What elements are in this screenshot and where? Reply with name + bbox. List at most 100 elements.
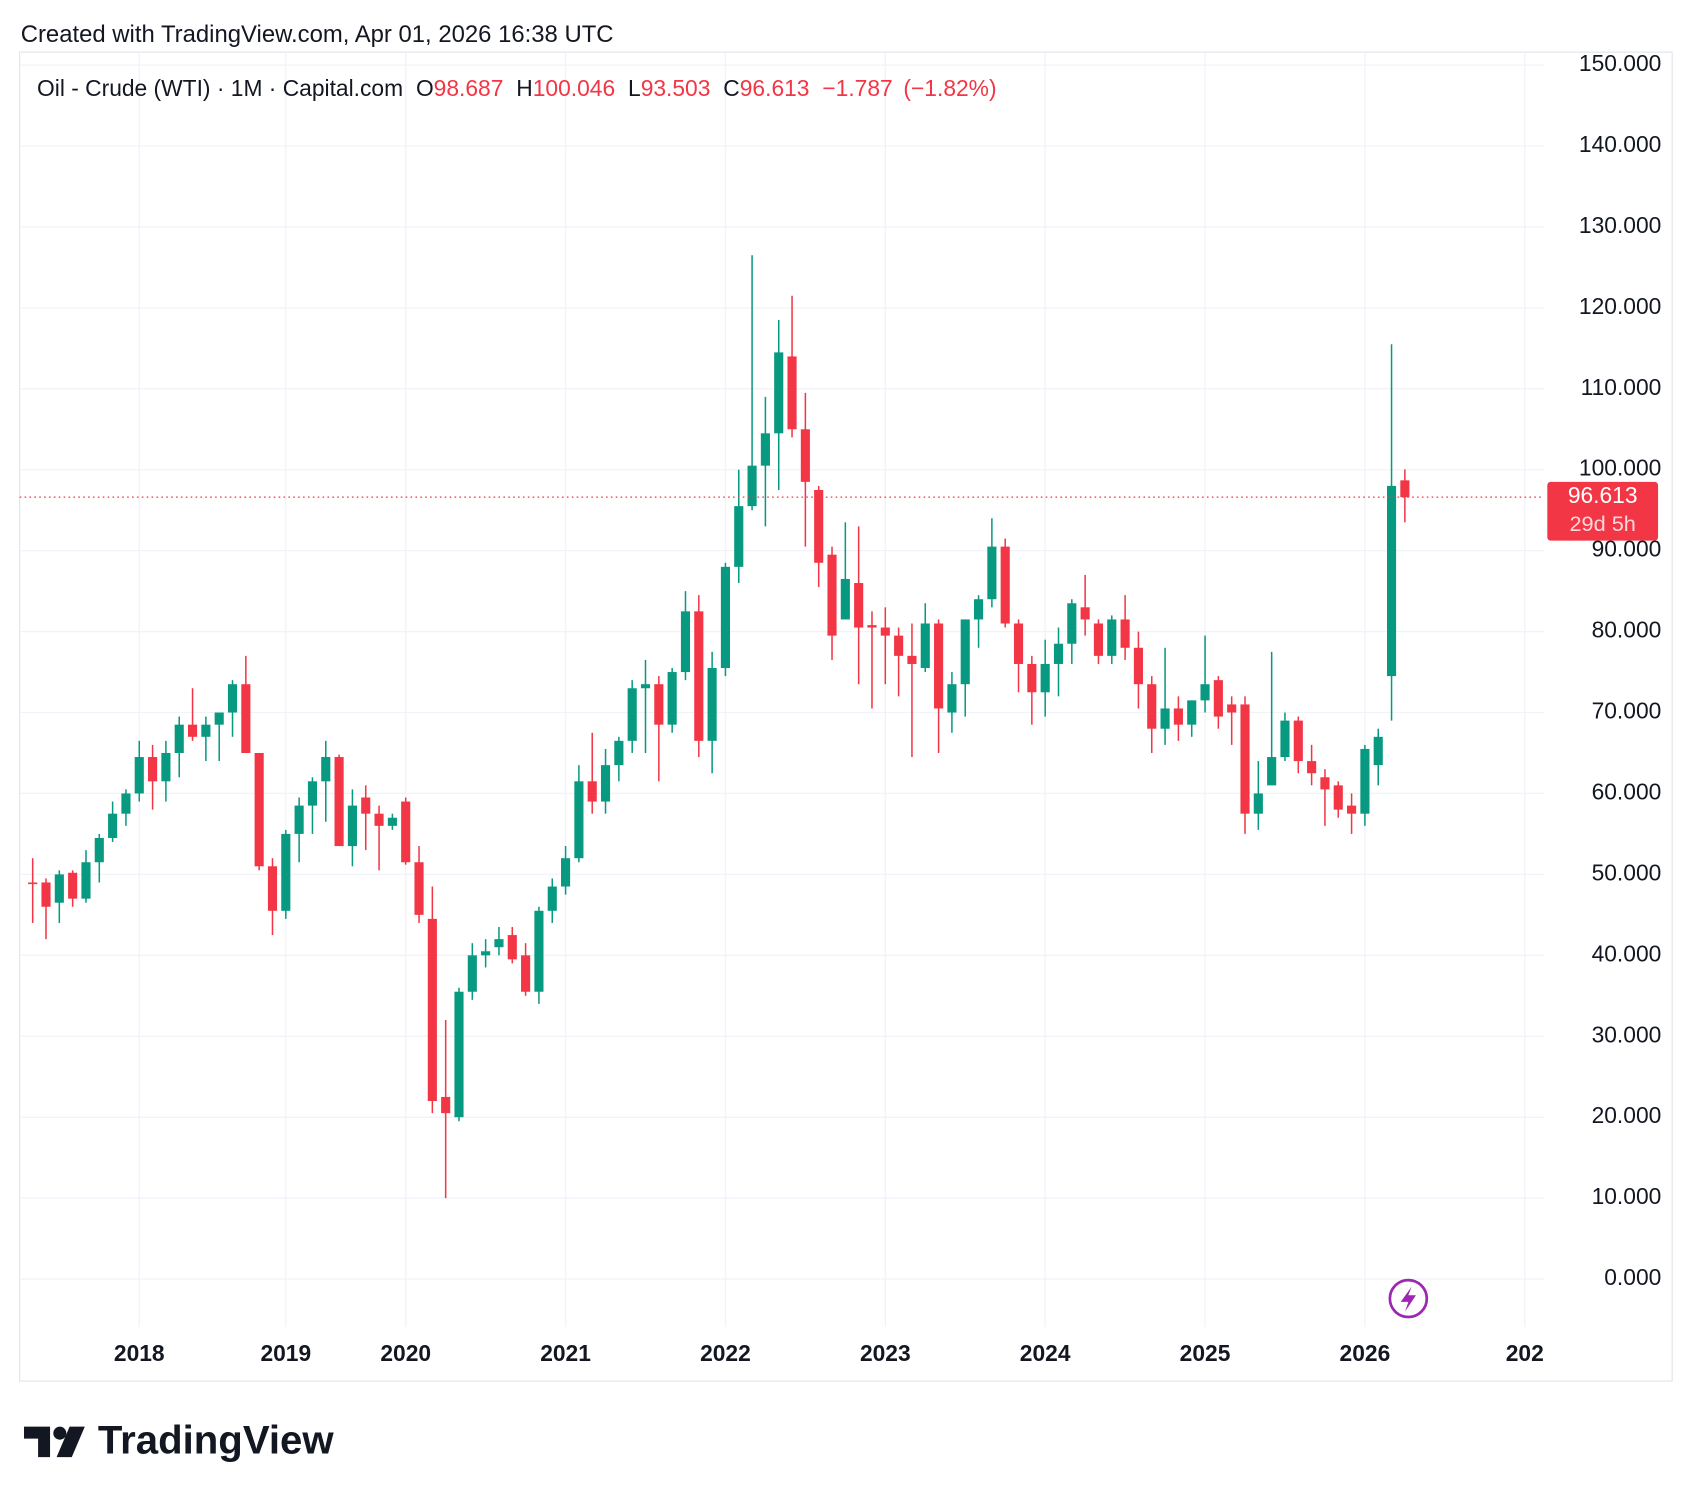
logo-t <box>23 1426 51 1458</box>
candle-body <box>441 1096 451 1114</box>
logo-v <box>56 1426 85 1458</box>
candle-body <box>1213 680 1223 717</box>
candle-body <box>1160 708 1170 729</box>
y-tick-label: 150.000 <box>1579 50 1661 76</box>
candle-body <box>254 752 264 867</box>
candle-body <box>54 874 64 903</box>
candle-body <box>281 833 291 911</box>
candle-body <box>694 611 704 741</box>
y-tick-label: 50.000 <box>1592 859 1662 885</box>
candle-body <box>1133 647 1143 685</box>
candle-body <box>734 506 744 567</box>
candle-body <box>947 684 957 713</box>
candle-body <box>680 611 691 673</box>
high-value: 100.046 <box>533 75 615 101</box>
candle-body <box>1067 603 1077 644</box>
candle-body <box>361 797 371 814</box>
candle-body <box>974 599 984 620</box>
candle-body <box>640 684 651 689</box>
y-tick-label: 120.000 <box>1579 293 1661 319</box>
candle-body <box>587 781 597 802</box>
candle-body <box>108 813 118 838</box>
candle-body <box>1360 748 1370 814</box>
close-value: 96.613 <box>740 75 810 101</box>
y-tick-label: 130.000 <box>1579 212 1661 238</box>
candle-body <box>760 433 770 466</box>
candle-body <box>720 566 730 669</box>
candle-body <box>1240 704 1250 814</box>
candle-body <box>547 886 557 911</box>
candle-body <box>334 757 344 847</box>
candle-body <box>840 578 850 620</box>
candle-body <box>854 583 864 628</box>
candle-body <box>414 862 424 915</box>
x-tick-label: 2023 <box>860 1340 911 1366</box>
y-tick-label: 20.000 <box>1592 1102 1662 1128</box>
y-tick-label: 10.000 <box>1592 1183 1662 1209</box>
candle-body <box>1400 480 1410 498</box>
brand-name: TradingView <box>98 1418 335 1463</box>
candle-body <box>521 955 531 992</box>
candle-body <box>294 805 304 834</box>
y-tick-label: 30.000 <box>1592 1021 1662 1047</box>
candle-body <box>1053 643 1064 664</box>
candle-body <box>867 625 877 628</box>
candle-body <box>1120 619 1130 648</box>
candle-body <box>1373 736 1383 766</box>
candle-body <box>481 951 491 956</box>
lightning-button[interactable] <box>1388 1278 1429 1319</box>
candle-body <box>454 991 464 1118</box>
last-price-box <box>1547 481 1659 541</box>
open-label: O <box>416 75 434 101</box>
symbol: Oil - Crude (WTI) · 1M · Capital.com <box>37 75 403 101</box>
candle-body <box>987 546 997 600</box>
candle-body <box>494 939 504 948</box>
y-tick-label: 140.000 <box>1579 131 1661 157</box>
candle-body <box>814 489 824 563</box>
legend: Oil - Crude (WTI) · 1M · Capital.com O98… <box>37 75 997 101</box>
candle-body <box>747 465 757 507</box>
candle-body <box>1320 777 1330 790</box>
candle-body <box>534 910 544 992</box>
candle-body <box>600 765 611 802</box>
candle-body <box>387 817 397 826</box>
candle-body <box>880 627 890 636</box>
candle-body <box>1280 720 1290 758</box>
brand-logo <box>23 1426 85 1458</box>
candle-body <box>241 684 251 753</box>
x-tick-label: 2019 <box>260 1340 311 1366</box>
candle-body <box>614 740 624 766</box>
candle-body <box>894 635 904 656</box>
candle-body <box>774 352 784 434</box>
candle-body <box>121 793 131 814</box>
created-note: Created with TradingView.com, Apr 01, 20… <box>21 21 614 48</box>
candle-body <box>1000 546 1010 624</box>
candle-body <box>960 619 970 685</box>
y-tick-label: 100.000 <box>1579 455 1661 481</box>
candle-body <box>227 684 238 713</box>
candle-body <box>627 688 637 741</box>
candle-body <box>1013 623 1024 664</box>
candle-body <box>800 429 810 482</box>
candle-body <box>1227 704 1237 713</box>
close-label: C <box>723 75 739 101</box>
x-tick-label: 2021 <box>540 1340 591 1366</box>
chart-frame <box>19 51 1673 1382</box>
x-tick-label: 2020 <box>380 1340 431 1366</box>
x-tick-label: 2024 <box>1020 1340 1071 1366</box>
y-tick-label: 80.000 <box>1592 617 1662 643</box>
candle-body <box>1107 619 1117 656</box>
candle-body <box>81 862 91 899</box>
lightning-bolt[interactable] <box>1400 1286 1416 1312</box>
candle-body <box>1040 663 1050 693</box>
change: −1.787 <box>822 75 892 101</box>
candles <box>19 255 1545 1199</box>
axes: 0.000 10.000 20.000 30.000 40.000 50.000 60.00… <box>114 50 1661 1366</box>
y-tick-label: 0.000 <box>1604 1264 1661 1290</box>
candle-body <box>374 813 384 826</box>
x-tick-label: 2025 <box>1180 1340 1231 1366</box>
candle-body <box>667 672 677 725</box>
